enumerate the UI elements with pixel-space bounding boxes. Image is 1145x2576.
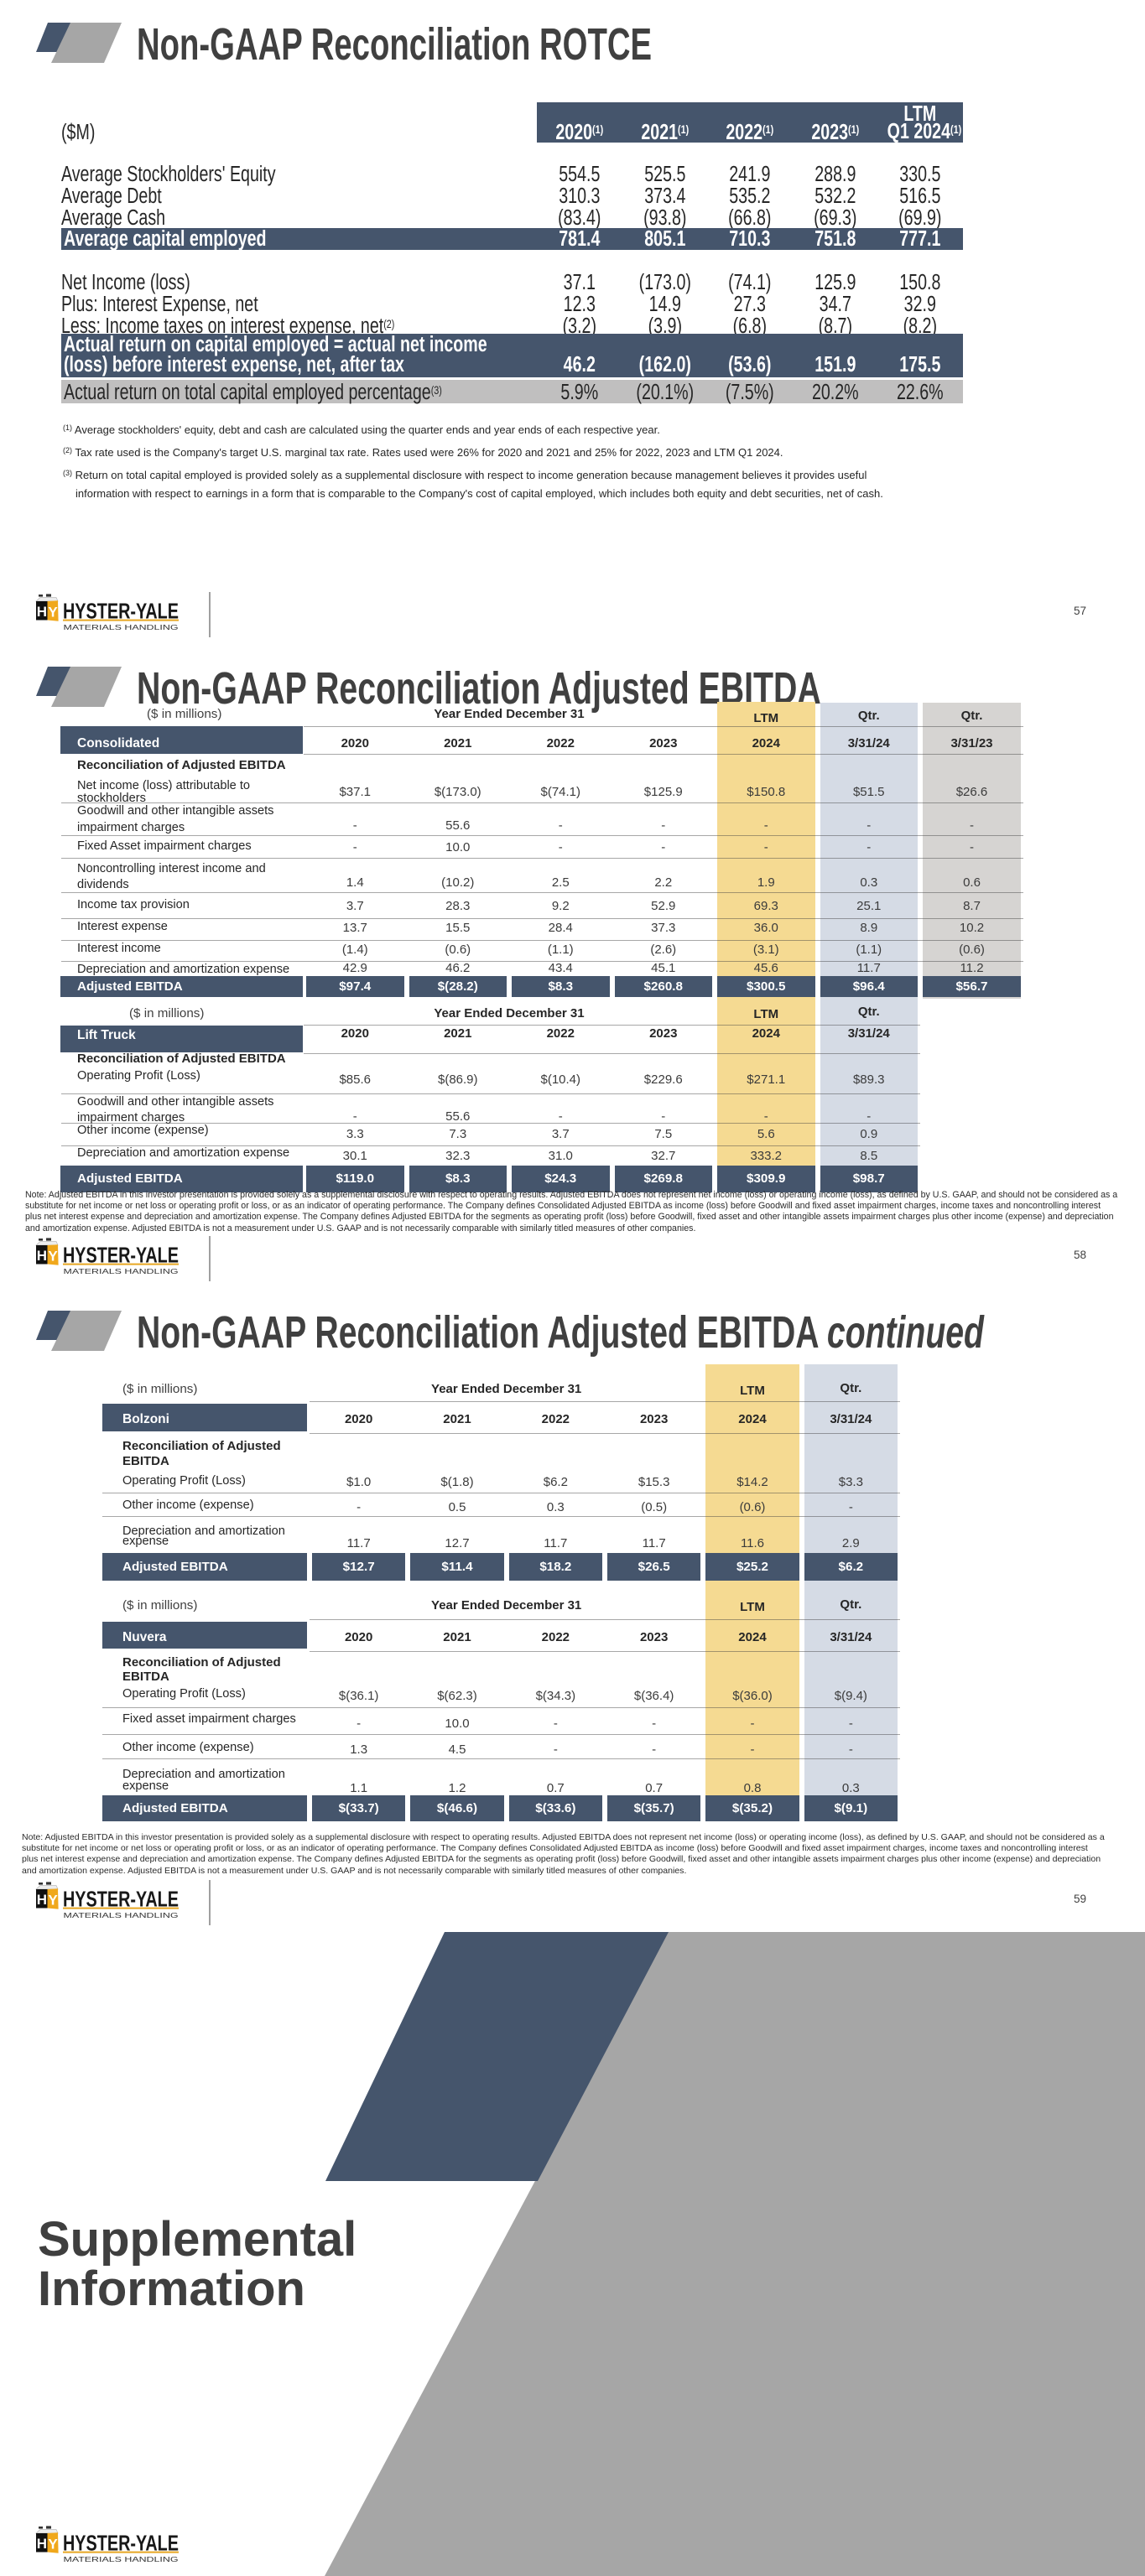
svg-text:Y: Y xyxy=(48,2537,58,2553)
svg-text:Y: Y xyxy=(48,1249,58,1265)
svg-text:MATERIALS HANDLING: MATERIALS HANDLING xyxy=(64,2556,179,2563)
svg-text:Y: Y xyxy=(48,1893,58,1909)
svg-text:H: H xyxy=(37,1892,47,1908)
svg-text:MATERIALS HANDLING: MATERIALS HANDLING xyxy=(64,624,179,631)
svg-text:H: H xyxy=(37,2536,47,2552)
svg-text:H: H xyxy=(37,1248,47,1264)
svg-text:MATERIALS HANDLING: MATERIALS HANDLING xyxy=(64,1912,179,1919)
svg-text:H: H xyxy=(37,604,47,620)
svg-text:MATERIALS HANDLING: MATERIALS HANDLING xyxy=(64,1268,179,1275)
svg-text:Y: Y xyxy=(48,605,58,621)
